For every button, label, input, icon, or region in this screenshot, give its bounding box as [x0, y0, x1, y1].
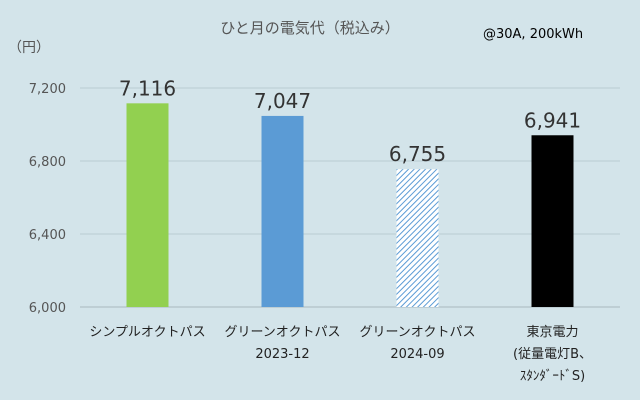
x-tick-label: ｽﾀﾝﾀﾞｰﾄﾞS)	[520, 369, 585, 384]
data-label: 7,047	[254, 89, 311, 113]
gridlines	[80, 87, 620, 308]
y-axis-ticks: 6,000 6,400 6,800 7,200	[29, 82, 66, 316]
bar	[531, 135, 574, 307]
y-tick-label: 6,000	[29, 301, 66, 316]
x-tick-label: 2024-09	[390, 347, 444, 362]
bars	[126, 103, 574, 307]
x-tick-label: グリーンオクトパス	[359, 325, 475, 340]
chart-annotation: @30A, 200kWh	[483, 27, 583, 42]
value-labels: 7,116 7,047 6,755 6,941	[119, 76, 581, 166]
x-tick-label: グリーンオクトパス	[224, 325, 340, 340]
y-tick-label: 6,400	[29, 228, 66, 243]
chart-title: ひと月の電気代（税込み）	[220, 19, 400, 37]
y-axis-unit-label: （円）	[8, 40, 50, 56]
data-label: 7,116	[119, 76, 176, 100]
x-tick-label: 東京電力	[526, 324, 578, 340]
x-tick-label: (従量電灯B、	[513, 347, 592, 362]
y-tick-label: 6,800	[29, 155, 66, 170]
x-tick-label: シンプルオクトパス	[89, 325, 205, 340]
data-label: 6,755	[389, 142, 446, 166]
y-tick-label: 7,200	[29, 82, 66, 97]
category-labels: シンプルオクトパス グリーンオクトパス 2023-12 グリーンオクトパス 2024-0…	[89, 324, 592, 384]
bar	[126, 103, 169, 307]
bar	[396, 169, 439, 307]
bar	[261, 115, 304, 307]
data-label: 6,941	[524, 108, 581, 132]
x-tick-label: 2023-12	[255, 347, 309, 362]
